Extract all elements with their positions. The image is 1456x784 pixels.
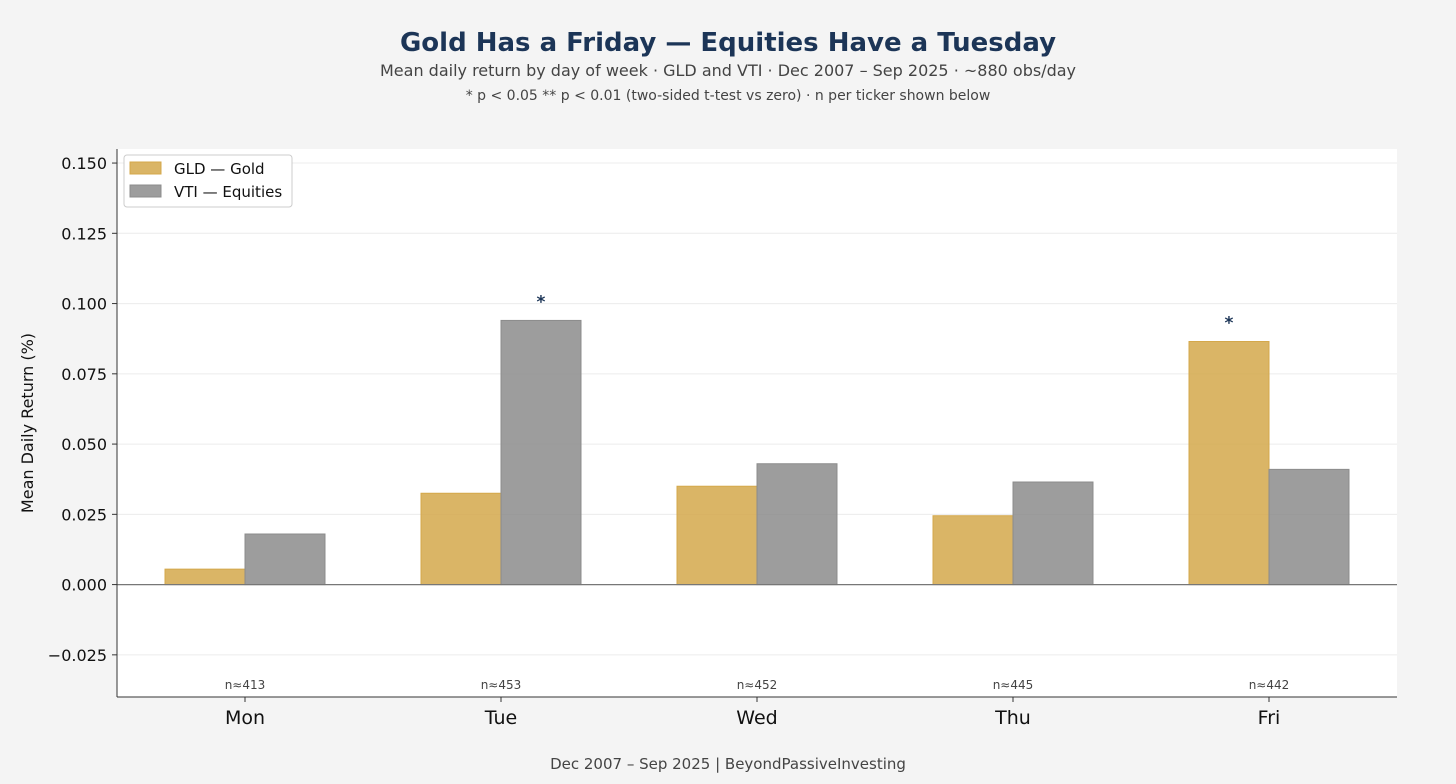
bar-vti [1012, 481, 1094, 586]
bar-vti [756, 463, 838, 586]
y-tick-label: 0.000 [61, 576, 107, 595]
significance-marker: * [537, 292, 546, 312]
legend-box [123, 154, 293, 208]
x-tick-label: Wed [736, 707, 777, 729]
y-tick-label: 0.150 [61, 154, 107, 173]
y-tick-label: 0.100 [61, 295, 107, 314]
bar-vti [1268, 468, 1350, 586]
footer-credit: Dec 2007 – Sep 2025 | BeyondPassiveInves… [550, 755, 906, 773]
n-label: n≈413 [225, 678, 266, 692]
x-tick-label: Tue [484, 707, 517, 729]
y-tick-label: 0.125 [61, 224, 107, 243]
n-label: n≈442 [1249, 678, 1290, 692]
chart-title: Gold Has a Friday — Equities Have a Tues… [399, 28, 1057, 58]
n-label: n≈445 [993, 678, 1034, 692]
n-label: n≈452 [737, 678, 778, 692]
legend-label-gld: GLD — Gold [174, 160, 265, 178]
y-ticks: −0.025 0.000 0.025 0.050 0.075 0.100 0.125 0.15… [48, 154, 117, 665]
legend-swatch-vti [129, 184, 162, 198]
y-tick-label: 0.050 [61, 435, 107, 454]
y-tick-label: 0.075 [61, 365, 107, 384]
legend: GLD — Gold VTI — Equities [123, 154, 293, 208]
bars [164, 319, 1350, 586]
bar-gld [164, 568, 246, 586]
bar-vti [244, 533, 326, 586]
x-ticks: Mon Tue Wed Thu Fri [225, 697, 1280, 729]
legend-label-vti: VTI — Equities [174, 183, 282, 201]
bar-gld [932, 515, 1014, 586]
bar-gld [420, 492, 502, 586]
y-tick-label: 0.025 [61, 505, 107, 524]
legend-swatch-gld [129, 161, 162, 175]
bar-gld [676, 485, 758, 586]
bar-gld [1188, 341, 1270, 586]
x-tick-label: Mon [225, 707, 265, 729]
y-axis-label: Mean Daily Return (%) [18, 333, 37, 513]
plot-area [117, 149, 1397, 697]
y-tick-label: −0.025 [48, 646, 107, 665]
n-labels: n≈413 n≈453 n≈452 n≈445 n≈442 [225, 678, 1290, 692]
n-label: n≈453 [481, 678, 522, 692]
chart-subtitle: Mean daily return by day of week · GLD a… [379, 61, 1076, 80]
significance-marker: * [1225, 314, 1234, 334]
significance-markers: ** [537, 292, 1234, 333]
significance-note: * p < 0.05 ** p < 0.01 (two-sided t-test… [465, 88, 991, 104]
bar-vti [500, 319, 582, 586]
x-tick-label: Thu [994, 707, 1031, 729]
x-tick-label: Fri [1258, 707, 1281, 729]
